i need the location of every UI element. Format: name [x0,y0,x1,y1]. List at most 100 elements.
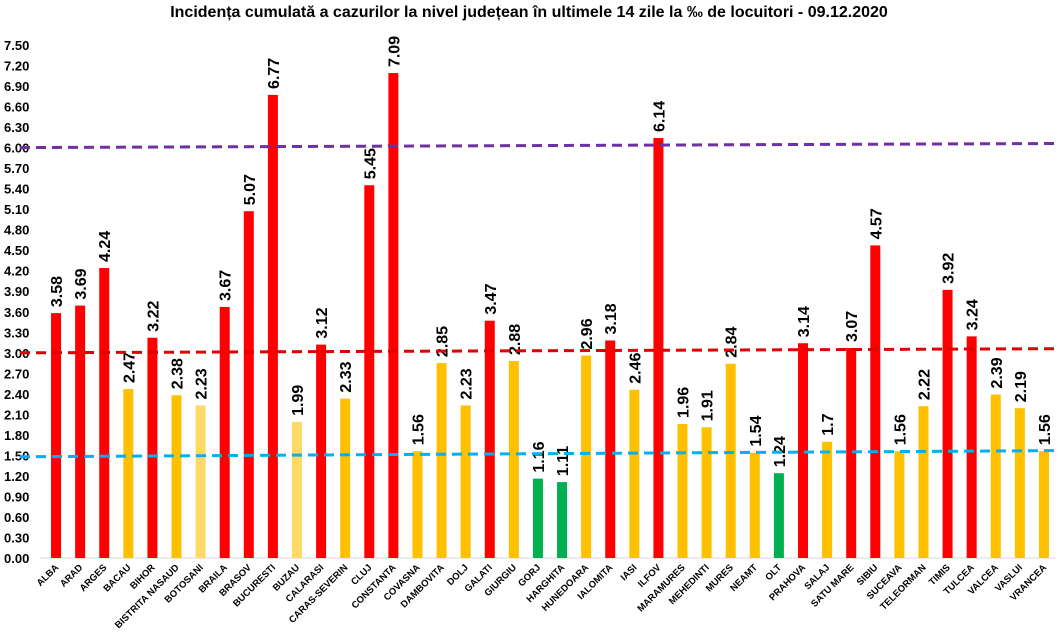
data-label: 5.45 [362,148,379,179]
data-label: 7.09 [386,36,403,67]
data-label: 3.07 [844,311,861,342]
y-tick-label: 5.10 [4,202,29,217]
y-tick-label: 0.60 [4,510,29,525]
bar [725,363,736,558]
y-tick-label: 3.30 [4,325,29,340]
data-label: 3.58 [49,276,66,307]
bar [51,313,62,558]
bar [990,394,1001,558]
data-label: 3.18 [603,303,620,334]
reference-line [19,347,1057,355]
y-tick-label: 3.60 [4,305,29,320]
data-label: 2.84 [724,327,741,358]
data-label: 6.77 [266,58,283,89]
data-label: 5.07 [242,174,259,205]
bar [846,348,857,558]
data-label: 1.7 [820,413,837,435]
data-label: 1.91 [700,390,717,421]
y-tick-label: 3.90 [4,284,29,299]
data-label: 2.88 [507,324,524,355]
bar [171,395,182,558]
y-tick-label: 4.80 [4,223,29,238]
bar [99,267,110,558]
bar [340,398,351,558]
bar [918,406,929,558]
bar [629,389,640,558]
bar [798,343,808,558]
data-label: 2.33 [338,361,355,392]
x-tick-label: ALBA [35,562,62,589]
bar [1014,408,1025,558]
bar [508,361,519,558]
y-tick-label: 4.50 [4,243,29,258]
bar [532,478,543,558]
y-tick-label: 6.30 [4,120,29,135]
bar [870,245,881,559]
data-label: 3.14 [796,306,813,337]
data-label: 4.24 [97,231,114,262]
y-tick-label: 6.60 [4,100,29,115]
data-label: 2.46 [627,352,644,383]
bar [412,451,423,558]
bar [147,337,158,558]
y-tick-label: 5.40 [4,182,29,197]
data-label: 1.99 [290,385,307,416]
reference-line [19,141,1057,150]
reference-line [19,449,1057,459]
data-label: 1.54 [748,415,765,446]
data-label: 1.56 [410,414,427,445]
y-tick-label: 0.30 [4,530,29,545]
bar [243,211,254,558]
y-tick-label: 6.90 [4,79,29,94]
data-label: 1.56 [892,414,909,445]
y-tick-label: 7.20 [4,59,29,74]
data-label: 2.38 [170,358,187,389]
bar [292,421,302,558]
data-label: 3.22 [145,301,162,332]
bar [484,320,495,558]
data-label: 6.14 [651,101,668,132]
x-tick-label: NEAMT [728,562,760,594]
bar [749,452,760,558]
data-label: 2.39 [989,357,1006,388]
data-label: 1.16 [531,441,548,472]
bar [966,336,977,558]
bar [653,138,664,559]
data-label: 2.85 [435,326,452,357]
bar [219,306,230,558]
data-label: 2.47 [121,352,138,383]
chart-title: Incidența cumulată a cazurilor la nivel … [170,4,888,21]
y-tick-label: 5.70 [4,161,29,176]
data-label: 4.57 [868,208,885,239]
y-tick-label: 0.90 [4,489,29,504]
y-tick-label: 0.00 [4,551,29,566]
bar [581,355,592,558]
y-tick-label: 2.40 [4,387,29,402]
data-label: 1.96 [676,387,693,418]
y-tick-label: 2.70 [4,366,29,381]
data-label: 1.11 [555,446,572,476]
x-tick-label: OLT [763,562,784,583]
bar [942,289,953,558]
bar [267,94,278,558]
bar [605,340,616,558]
x-tick-label: IASI [619,562,640,583]
y-tick-label: 1.20 [4,469,29,484]
data-label: 2.23 [459,368,476,399]
bar [701,427,712,558]
data-label: 3.24 [965,299,982,330]
y-tick-label: 3.00 [4,346,29,361]
y-tick-label: 7.50 [4,38,29,53]
data-label: 1.56 [1037,414,1054,445]
bar [364,185,375,558]
bar [822,441,833,558]
bar [316,344,327,558]
bar [123,389,134,558]
y-tick-label: 1.50 [4,448,29,463]
bar [773,473,784,558]
data-label: 2.23 [194,368,211,399]
data-label: 2.19 [1013,371,1030,402]
data-label: 3.47 [483,283,500,314]
bar [195,405,206,558]
bar [436,363,447,558]
